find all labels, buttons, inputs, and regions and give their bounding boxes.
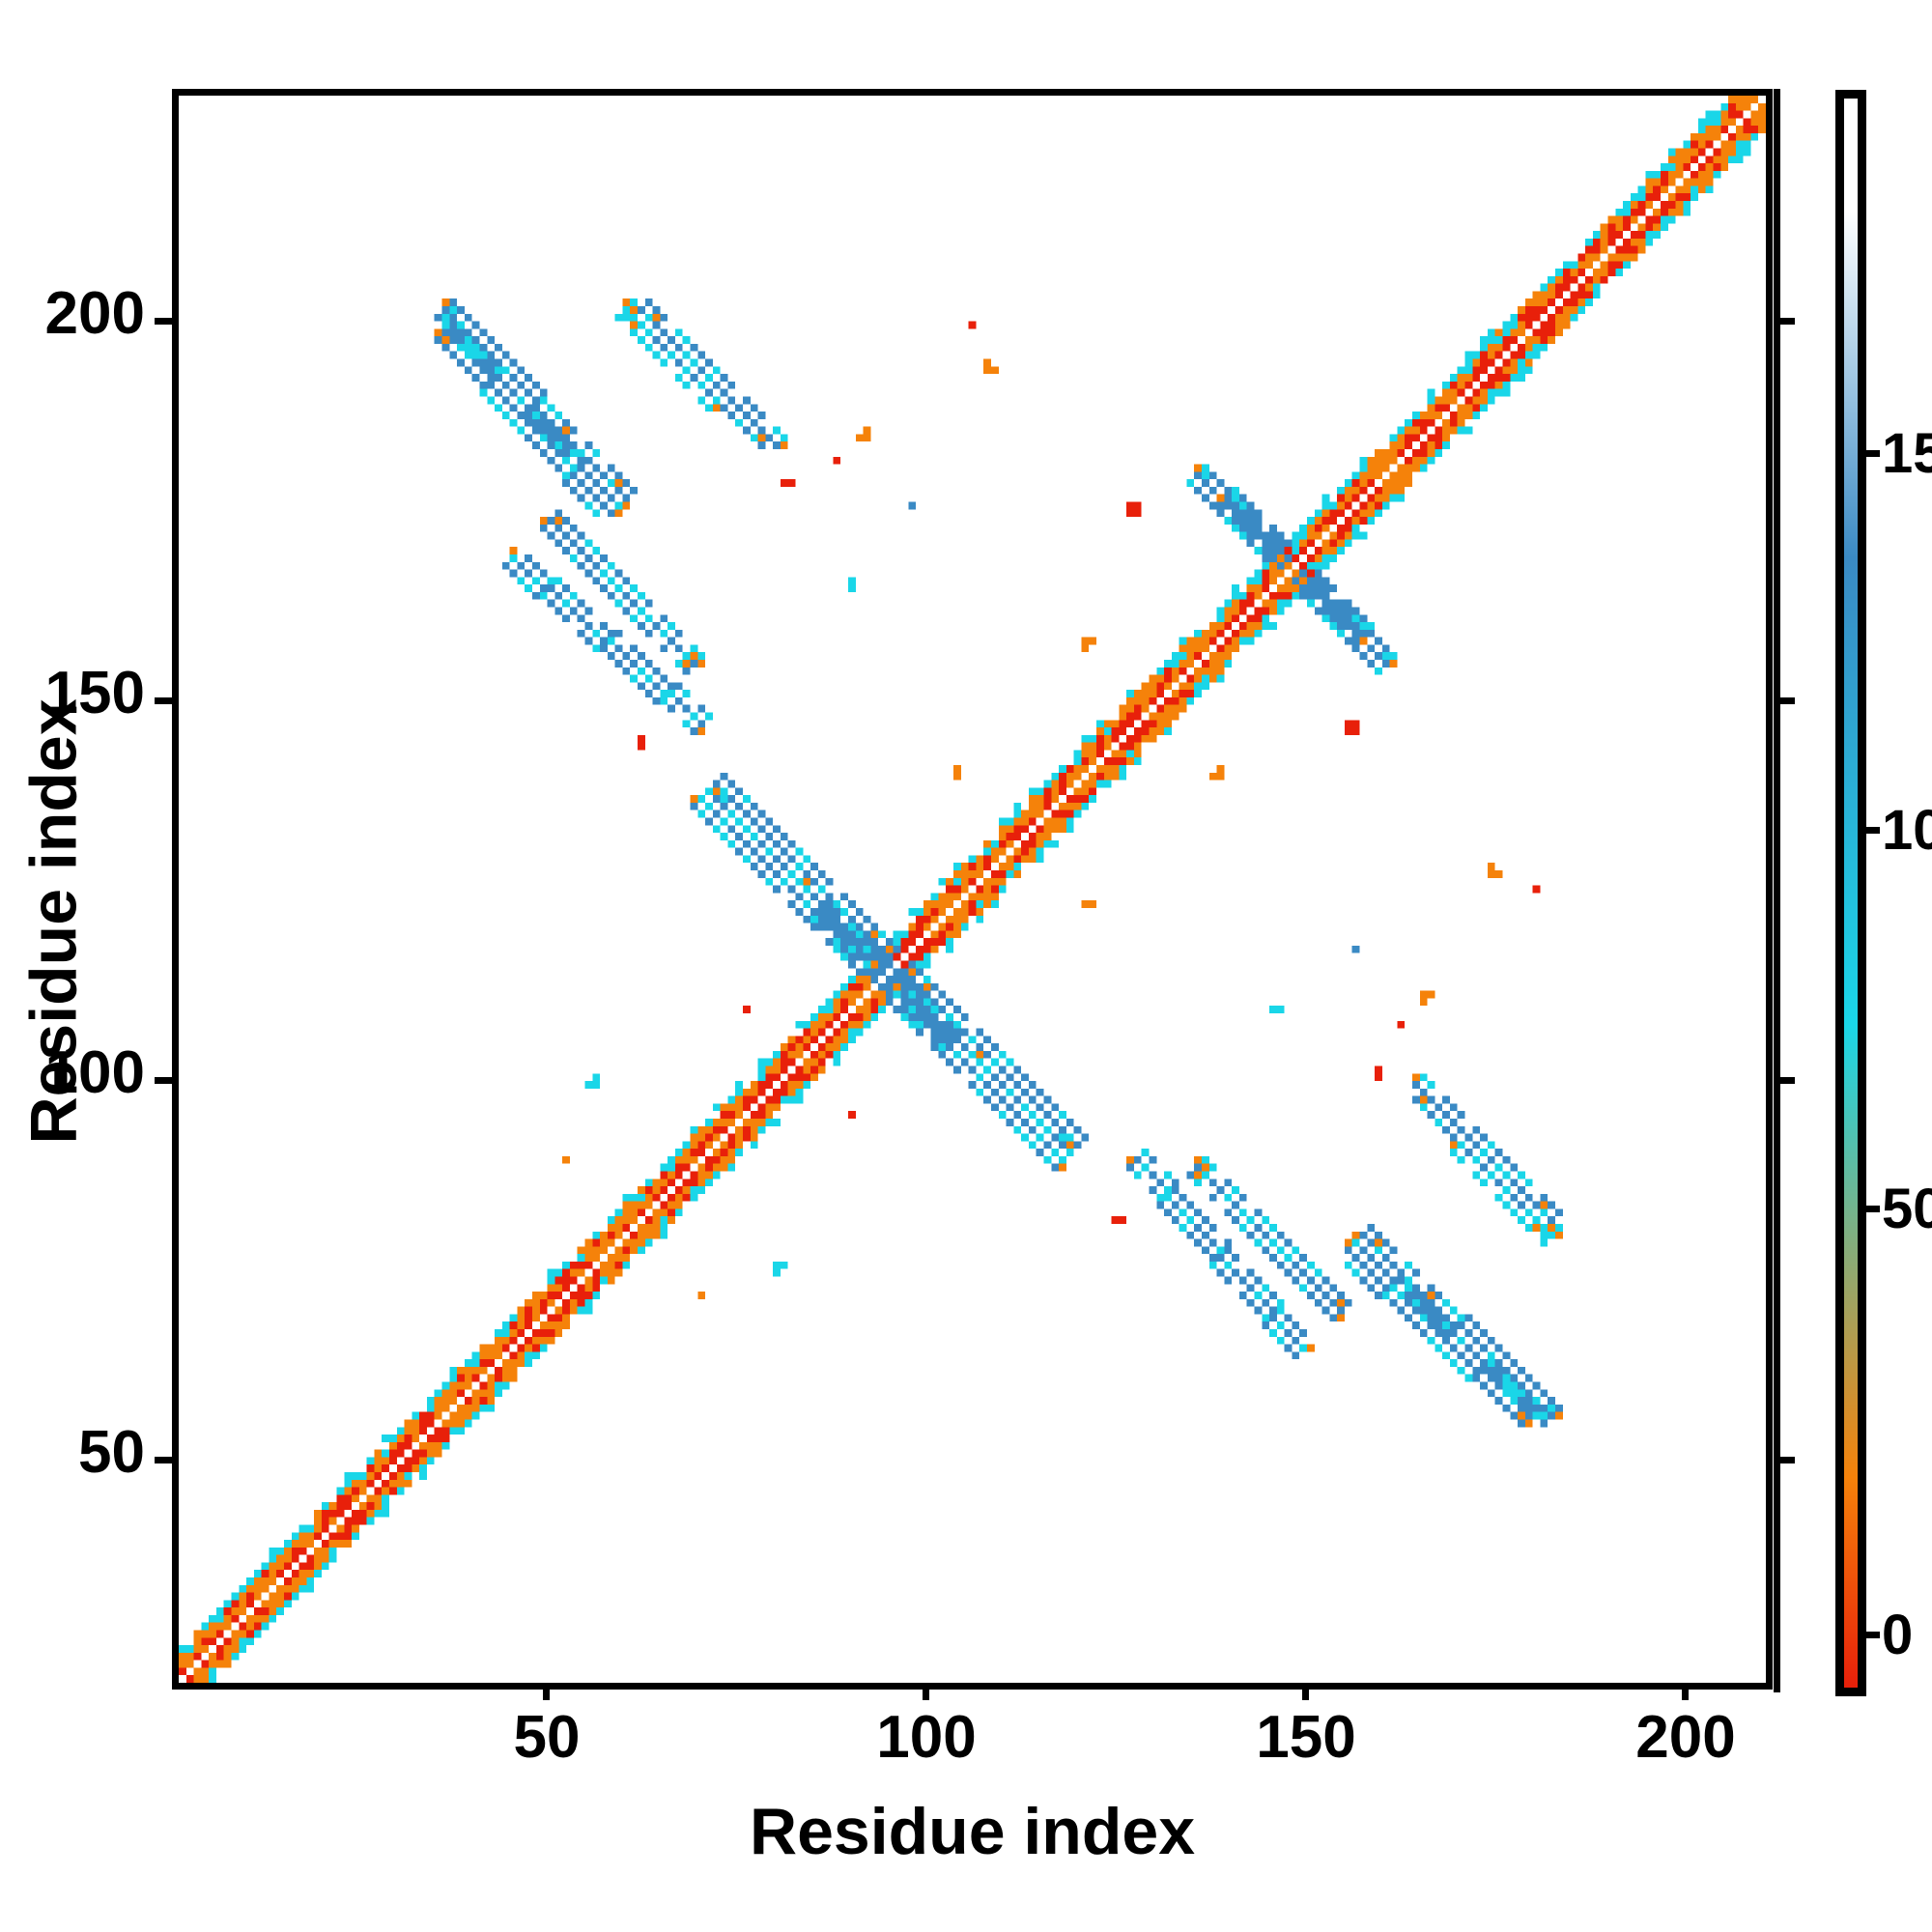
x-tick-label-150: 150 bbox=[1256, 1704, 1356, 1771]
y-tick-label-100: 100 bbox=[44, 1039, 145, 1106]
colorbar-gradient bbox=[1844, 99, 1858, 1688]
x-tick-50 bbox=[543, 1683, 550, 1700]
x-axis-title: Residue index bbox=[749, 1795, 1196, 1868]
x-tick-200 bbox=[1682, 1683, 1689, 1700]
colorbar-tick-50 bbox=[1866, 1206, 1880, 1212]
y-tick-150 bbox=[155, 697, 172, 704]
colorbar-tick-150 bbox=[1866, 450, 1880, 457]
colorbar-outer-tick-4 bbox=[1774, 1457, 1795, 1463]
colorbar-label-100: 100 bbox=[1882, 799, 1932, 862]
colorbar-label-0: 0 bbox=[1882, 1604, 1914, 1666]
x-tick-label-50: 50 bbox=[513, 1704, 581, 1771]
plot-area bbox=[172, 89, 1773, 1690]
y-tick-50 bbox=[155, 1457, 172, 1463]
x-tick-label-100: 100 bbox=[876, 1704, 977, 1771]
colorbar bbox=[1835, 90, 1866, 1696]
colorbar-tick-0 bbox=[1866, 1632, 1880, 1638]
colorbar-label-150: 150 bbox=[1882, 422, 1932, 485]
y-tick-200 bbox=[155, 318, 172, 325]
x-tick-100 bbox=[923, 1683, 929, 1700]
colorbar-outer-spine bbox=[1774, 89, 1780, 1692]
colorbar-outer-tick-2 bbox=[1774, 697, 1795, 704]
contact-map-heatmap bbox=[179, 96, 1766, 1683]
x-tick-label-200: 200 bbox=[1635, 1704, 1736, 1771]
y-tick-label-50: 50 bbox=[78, 1419, 145, 1486]
colorbar-tick-100 bbox=[1866, 827, 1880, 834]
colorbar-outer-tick-1 bbox=[1774, 318, 1795, 325]
colorbar-label-50: 50 bbox=[1882, 1178, 1932, 1240]
colorbar-outer-tick-3 bbox=[1774, 1077, 1795, 1084]
x-tick-150 bbox=[1302, 1683, 1309, 1700]
y-tick-label-200: 200 bbox=[44, 280, 145, 347]
y-tick-label-150: 150 bbox=[44, 660, 145, 726]
y-axis-title: Residue index bbox=[16, 698, 91, 1145]
y-tick-100 bbox=[155, 1077, 172, 1084]
